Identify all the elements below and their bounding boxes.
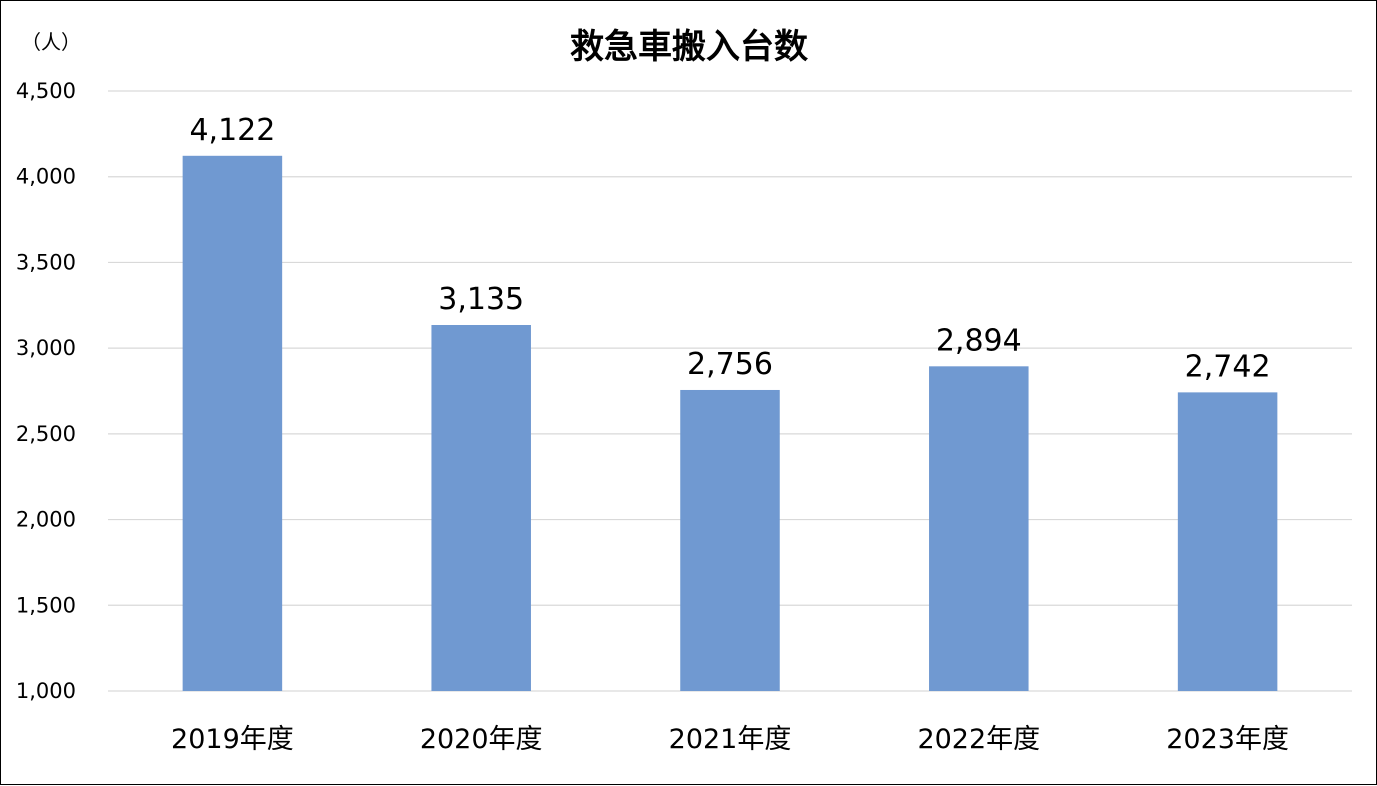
bar xyxy=(929,366,1029,691)
y-tick-label: 4,500 xyxy=(16,79,76,103)
y-tick-label: 1,000 xyxy=(16,679,76,703)
y-tick-label: 2,500 xyxy=(16,422,76,446)
data-label: 2,894 xyxy=(936,323,1022,358)
bar xyxy=(182,155,283,692)
data-label: 4,122 xyxy=(189,113,275,148)
y-tick-label: 2,000 xyxy=(16,508,76,532)
data-label: 2,756 xyxy=(687,347,773,382)
y-tick-label: 4,000 xyxy=(16,165,76,189)
x-category-label: 2022年度 xyxy=(917,724,1040,755)
y-tick-label: 1,500 xyxy=(16,593,76,617)
y-tick-label: 3,500 xyxy=(16,250,76,274)
bar xyxy=(1177,392,1278,691)
bars xyxy=(182,155,1278,692)
x-category-label: 2019年度 xyxy=(171,724,294,755)
bar xyxy=(431,325,531,691)
chart-title: 救急車搬入台数 xyxy=(570,27,808,67)
y-tick-label: 3,000 xyxy=(16,336,76,360)
x-category-label: 2020年度 xyxy=(420,724,543,755)
x-category-label: 2021年度 xyxy=(669,724,792,755)
data-label: 3,135 xyxy=(438,282,524,317)
data-labels: 4,122 3,135 2,756 2,894 2,742 xyxy=(189,113,1270,385)
x-axis-categories: 2019年度 2020年度 2021年度 2022年度 2023年度 xyxy=(171,724,1289,755)
data-label: 2,742 xyxy=(1185,349,1271,384)
y-axis-ticks: 1,000 1,500 2,000 2,500 3,000 3,500 4,000 4,500 xyxy=(16,79,76,703)
y-axis-unit-label: （人） xyxy=(21,30,81,54)
x-category-label: 2023年度 xyxy=(1166,724,1289,755)
bar xyxy=(680,389,780,691)
